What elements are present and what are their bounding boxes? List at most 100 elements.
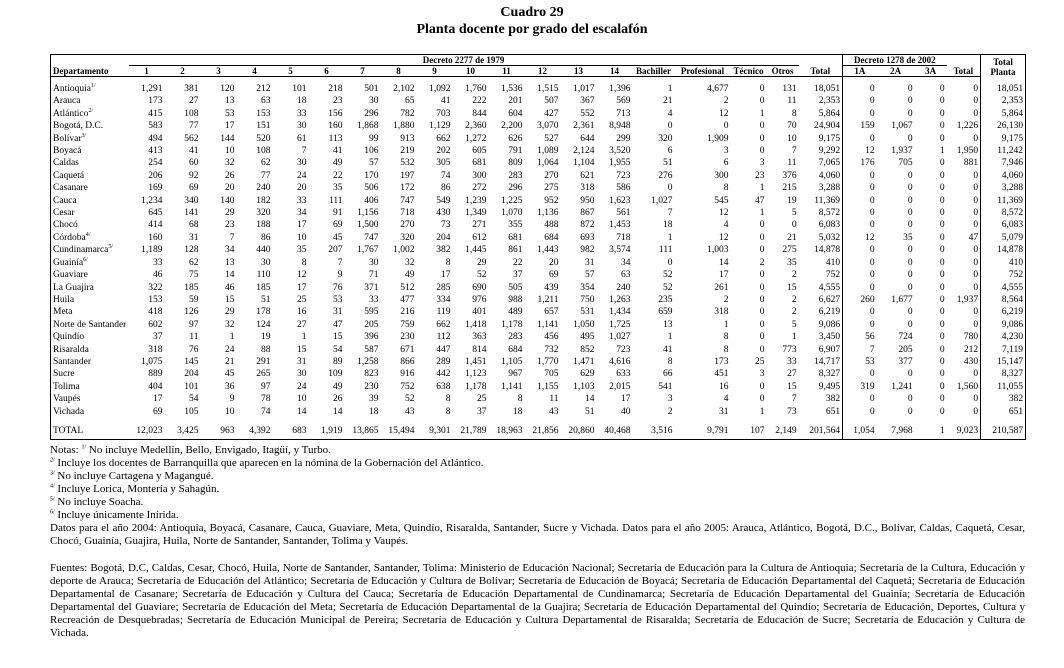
cell: 51 [585, 406, 595, 417]
department-name: Bogotá, D.C. [53, 121, 104, 132]
cell: 0 [842, 269, 877, 282]
cell: 1,443 [537, 245, 559, 256]
cell: 406 [364, 195, 379, 206]
cell: 201,564 [798, 424, 843, 441]
cell: 0 [791, 220, 797, 231]
cell: 276 [658, 170, 673, 181]
table-row: Huila 153 59 15 51 25 53 33 477 334 976 988 1,211 750… [50, 293, 1027, 307]
cell: 752 [825, 270, 841, 281]
cell: 188 [256, 220, 271, 231]
cell: 46 [225, 282, 235, 293]
cell: 531 [580, 307, 595, 318]
table-row: Bolívar3/494 562 144 520 61 113 99 913 662 1,272 6… [50, 132, 1027, 146]
cell: 0 [939, 406, 945, 417]
cell: 334 [436, 294, 451, 305]
cell: 0 [973, 183, 979, 194]
cell: 18 [663, 220, 673, 231]
note: 5/ No incluye Soacha. [50, 496, 1025, 509]
cell: 662 [436, 319, 451, 330]
cell: 0 [939, 307, 945, 318]
cell: 1,050 [573, 319, 595, 330]
cell: 5 [791, 208, 797, 219]
note-ref: 5/ [108, 244, 114, 251]
cell: 0 [973, 208, 979, 219]
cell: 823 [364, 369, 379, 380]
cell: 367 [580, 96, 595, 107]
cell: 0 [939, 84, 945, 94]
cell: 1,272 [465, 133, 487, 144]
cell: 27 [189, 96, 199, 107]
cell: 15,494 [380, 424, 417, 441]
cell: 11 [189, 332, 199, 343]
cell: 101 [292, 84, 307, 94]
cell: 7 [229, 232, 235, 243]
cell: 18 [297, 96, 307, 107]
cell: 25 [477, 394, 487, 405]
cell: 0 [939, 170, 945, 181]
cell: 705 [898, 158, 913, 169]
cell: 0 [667, 183, 673, 194]
cell: 866 [400, 356, 415, 367]
cell: 33 [297, 195, 307, 206]
cell: 9,086 [818, 319, 841, 330]
column-header: Otros [766, 65, 799, 77]
cell: 73 [787, 406, 797, 417]
cell: 916 [400, 369, 415, 380]
cell: 4,230 [980, 331, 1027, 344]
cell: 1,211 [537, 294, 559, 305]
cell: 49 [405, 270, 415, 281]
cell: 1,123 [465, 369, 487, 380]
cell: 0 [939, 282, 945, 293]
cell: 52 [663, 270, 673, 281]
group-header: Decreto 1278 de 2002 [842, 54, 947, 66]
cell: 1,623 [609, 195, 631, 206]
cell: 320 [658, 133, 673, 144]
cell: 24 [297, 381, 307, 392]
cell: 780 [963, 332, 979, 343]
cell: 1 [791, 332, 797, 343]
cell: 3 [759, 369, 765, 380]
cell: 105 [184, 406, 199, 417]
column-header: 1A [842, 65, 877, 77]
cell: 14,717 [813, 356, 841, 367]
cell: 265 [256, 369, 271, 380]
cell: 26 [225, 170, 235, 181]
cell: 37 [477, 406, 487, 417]
cell: 684 [544, 232, 559, 243]
cell: 545 [714, 195, 729, 206]
spacer-cell [381, 418, 417, 425]
cell: 11,369 [814, 195, 841, 206]
cell: 0 [759, 319, 765, 330]
cell: 0 [973, 282, 979, 293]
cell: 0 [667, 257, 673, 268]
cell: 3 [667, 394, 673, 405]
cell: 0 [939, 394, 945, 405]
cell: 354 [580, 282, 595, 293]
department: Guainía6/ [50, 256, 129, 270]
cell: 1,070 [501, 208, 523, 219]
table-row: Sucre 889 204 45 265 30 109 823 916 442 1,123 967 70… [50, 368, 1027, 381]
cell: 659 [658, 307, 673, 318]
note-mark: 6/ [50, 509, 55, 516]
cell: 0 [973, 170, 979, 181]
cell: 9,086 [980, 318, 1027, 332]
department: Caldas [50, 157, 129, 170]
cell: 97 [261, 381, 271, 392]
cell: 1 [759, 406, 765, 417]
cell: 47 [755, 195, 765, 206]
cell: 638 [436, 381, 451, 392]
cell: 7 [337, 257, 343, 268]
cell: 0 [939, 183, 945, 194]
cell: 7,119 [980, 343, 1027, 356]
cell: 289 [436, 356, 451, 367]
cell: 723 [616, 344, 631, 355]
cell: 75 [189, 270, 199, 281]
department: Meta [50, 306, 129, 319]
cell: 4,555 [818, 282, 841, 293]
column-header: 14 [596, 65, 633, 77]
cell: 8,327 [980, 368, 1027, 381]
cell: 156 [328, 108, 343, 119]
cell: 8 [517, 394, 523, 405]
cell: 54 [189, 394, 199, 405]
cell: 809 [508, 158, 523, 169]
